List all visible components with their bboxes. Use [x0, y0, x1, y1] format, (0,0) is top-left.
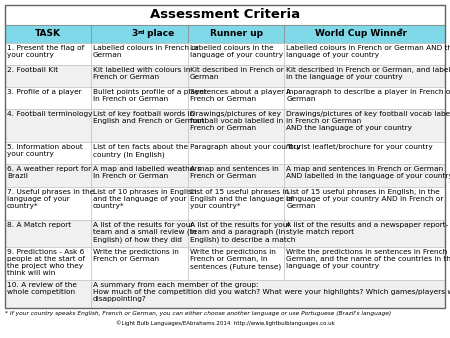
Text: A map and sentences in
French or German: A map and sentences in French or German [189, 166, 279, 179]
Text: 10. A review of the
whole competition: 10. A review of the whole competition [7, 282, 77, 295]
Text: Kit described in French or German, and labelled
in the language of your country: Kit described in French or German, and l… [286, 67, 450, 80]
Text: Labelled colours in the
language of your country: Labelled colours in the language of your… [189, 45, 283, 58]
Bar [5, 220, 91, 247]
Text: 7. Useful phrases in the
language of your
country*: 7. Useful phrases in the language of you… [7, 189, 94, 209]
Bar [188, 43, 284, 65]
Text: Drawings/pictures of key football vocab labelled
in French or German
AND the lan: Drawings/pictures of key football vocab … [286, 111, 450, 131]
Bar [188, 65, 284, 87]
Text: 9. Predictions - Ask 6
people at the start of
the project who they
think will wi: 9. Predictions - Ask 6 people at the sta… [7, 249, 85, 276]
Text: A paragraph to describe a player in French or
German: A paragraph to describe a player in Fren… [286, 89, 450, 102]
Bar [91, 281, 445, 308]
Bar [5, 5, 445, 25]
Text: A map and labelled weathers
In French or German: A map and labelled weathers In French or… [93, 166, 201, 179]
Text: place: place [144, 29, 175, 39]
Text: A list of the results and a newspaper report-
style match report: A list of the results and a newspaper re… [286, 222, 449, 235]
Text: Paragraph about your country: Paragraph about your country [189, 144, 300, 150]
Bar [284, 187, 445, 220]
Bar [284, 165, 445, 187]
Bar [188, 25, 284, 43]
Bar [5, 187, 91, 220]
Bar [188, 220, 284, 247]
Text: 3. Profile of a player: 3. Profile of a player [7, 89, 81, 95]
Text: 1. Present the flag of
your country: 1. Present the flag of your country [7, 45, 84, 58]
Bar [284, 142, 445, 165]
Text: 3: 3 [131, 29, 137, 39]
Bar [5, 87, 91, 109]
Bar [284, 220, 445, 247]
Bar [5, 5, 445, 308]
Bar [5, 109, 91, 142]
Text: 5. Information about
your country: 5. Information about your country [7, 144, 83, 158]
Text: 6. A weather report for
Brazil: 6. A weather report for Brazil [7, 166, 91, 179]
Text: Write the predictions in
French or German: Write the predictions in French or Germa… [93, 249, 179, 262]
Text: Assessment Criteria: Assessment Criteria [150, 8, 300, 22]
Bar [5, 43, 91, 65]
Text: A map and sentences in French or German
AND labelled in the language of your cou: A map and sentences in French or German … [286, 166, 450, 179]
Text: rd: rd [137, 29, 145, 34]
Text: ©Light Bulb Languages/EAbrahams 2014  http://www.lightbulblanguages.co.uk: ©Light Bulb Languages/EAbrahams 2014 htt… [116, 320, 334, 326]
Text: List of ten facts about the
country (In English): List of ten facts about the country (In … [93, 144, 188, 158]
Text: Write the predictions in
French or German, in
sentences (Future tense): Write the predictions in French or Germa… [189, 249, 281, 270]
Text: A list of the results for your
team and a small review (in
English) of how they : A list of the results for your team and … [93, 222, 196, 243]
Bar [188, 87, 284, 109]
Text: Kit labelled with colours in
French or German: Kit labelled with colours in French or G… [93, 67, 190, 80]
Bar [284, 247, 445, 281]
Bar [5, 5, 445, 25]
Text: Write the predictions in sentences in French or
German, and the name of the coun: Write the predictions in sentences in Fr… [286, 249, 450, 269]
Bar [188, 142, 284, 165]
Text: TASK: TASK [35, 29, 61, 39]
Bar [284, 65, 445, 87]
Bar [91, 142, 188, 165]
Bar [91, 165, 188, 187]
Text: A summary from each member of the group:
How much of the competition did you wat: A summary from each member of the group:… [93, 282, 450, 303]
Text: A list of the results for your
team and a paragraph (in
English) to describe a m: A list of the results for your team and … [189, 222, 295, 243]
Text: Labelled colours in French or German AND the
language of your country: Labelled colours in French or German AND… [286, 45, 450, 58]
Bar [91, 220, 188, 247]
Bar [91, 187, 188, 220]
Bar [5, 281, 91, 308]
Bar [91, 247, 188, 281]
Bar [5, 247, 91, 281]
Text: List of 15 useful phrases in
English and the language of
your country*: List of 15 useful phrases in English and… [189, 189, 293, 209]
Text: Sentences about a player in
French or German: Sentences about a player in French or Ge… [189, 89, 293, 102]
Bar [5, 142, 91, 165]
Bar [188, 109, 284, 142]
Text: Labelled colours in French or
German: Labelled colours in French or German [93, 45, 199, 58]
Text: Drawings/pictures of key
football vocab labelled in
French or German: Drawings/pictures of key football vocab … [189, 111, 283, 131]
Text: 2. Football Kit: 2. Football Kit [7, 67, 58, 73]
Bar [91, 109, 188, 142]
Bar [91, 87, 188, 109]
Bar [188, 247, 284, 281]
Bar [284, 43, 445, 65]
Text: * If your country speaks English, French or German, you can either choose anothe: * If your country speaks English, French… [5, 311, 391, 316]
Bar [91, 43, 188, 65]
Bar [284, 109, 445, 142]
Text: Bullet points profile of a player
In French or German: Bullet points profile of a player In Fre… [93, 89, 207, 102]
Text: World Cup Winner: World Cup Winner [315, 29, 407, 39]
Bar [5, 165, 91, 187]
Text: 4. Football terminology: 4. Football terminology [7, 111, 93, 117]
Text: *: * [399, 27, 403, 37]
Bar [5, 25, 91, 43]
Text: List of 15 useful phrases in English, in the
language of your country AND in Fre: List of 15 useful phrases in English, in… [286, 189, 444, 209]
Text: List of key football words in
English and French or German: List of key football words in English an… [93, 111, 204, 124]
Bar [188, 187, 284, 220]
Text: List of 10 phrases in English
and the language of your
country*: List of 10 phrases in English and the la… [93, 189, 196, 209]
Text: Kit described in French or
German: Kit described in French or German [189, 67, 284, 80]
Text: 8. A Match report: 8. A Match report [7, 222, 71, 228]
Bar [91, 25, 188, 43]
Bar [284, 87, 445, 109]
Bar [188, 165, 284, 187]
Bar [284, 25, 445, 43]
Text: Runner up: Runner up [210, 29, 262, 39]
Text: Tourist leaflet/brochure for your country: Tourist leaflet/brochure for your countr… [286, 144, 433, 150]
Bar [5, 65, 91, 87]
Bar [91, 65, 188, 87]
